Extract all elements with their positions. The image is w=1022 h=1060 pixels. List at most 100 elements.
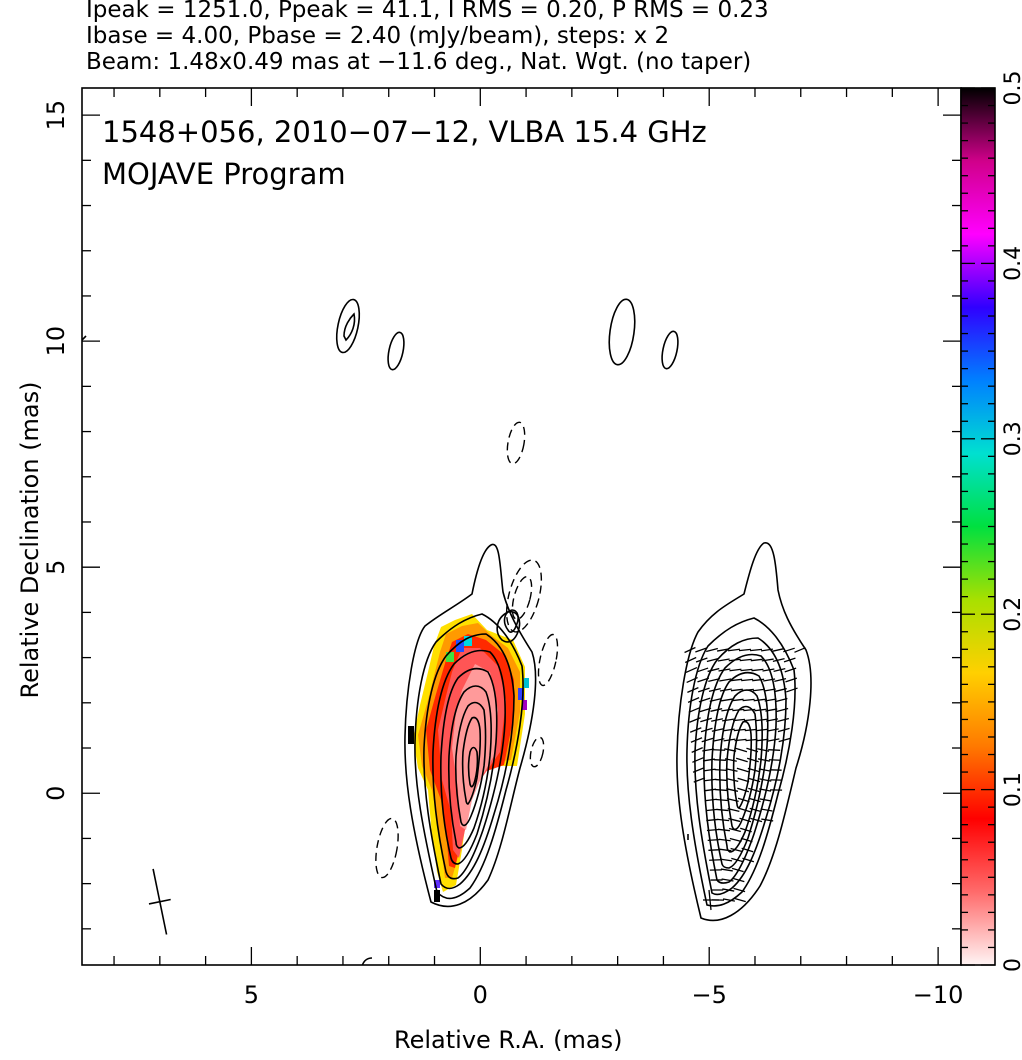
- evpa-vector: [763, 678, 776, 682]
- evpa-vector: [783, 657, 796, 663]
- evpa-vector: [756, 738, 769, 742]
- evpa-vector: [722, 718, 735, 722]
- contour-level-2: [414, 613, 524, 900]
- evpa-vector: [692, 767, 705, 773]
- evpa-vector: [744, 718, 757, 722]
- evpa-vector: [747, 767, 760, 773]
- evpa-vector: [685, 666, 698, 674]
- neg-contour-2b: [511, 575, 533, 621]
- contour-r-level-4: [703, 653, 777, 884]
- evpa-vector: [726, 798, 739, 802]
- evpa-vector: [742, 857, 755, 863]
- evpa-vector: [702, 758, 715, 762]
- evpa-vector: [730, 847, 743, 853]
- contour-level-1: [404, 543, 537, 908]
- evpa-vector: [727, 648, 741, 652]
- evpa-vector: [711, 728, 724, 732]
- y-tick-label: 15: [42, 100, 70, 131]
- evpa-vector: [766, 718, 779, 722]
- evpa-vector: [719, 848, 732, 852]
- evpa-vector: [761, 818, 774, 822]
- evpa-vector: [706, 657, 719, 663]
- evpa-vector: [715, 788, 728, 792]
- evpa-vector: [749, 807, 762, 813]
- evpa-vector: [731, 698, 744, 702]
- evpa-vector: [735, 757, 748, 763]
- evpa-vector: [705, 808, 718, 812]
- evpa-vector: [753, 698, 766, 702]
- evpa-vector: [773, 667, 786, 673]
- evpa-vector: [740, 668, 753, 672]
- evpa-vector: [754, 708, 767, 712]
- evpa-vector: [752, 688, 765, 692]
- axis-ticks: [82, 88, 961, 965]
- evpa-vector: [699, 707, 712, 713]
- evpa-vector: [755, 718, 768, 722]
- neg-contour-1: [506, 421, 526, 465]
- evpa-vector: [738, 807, 751, 813]
- evpa-vector: [739, 658, 752, 662]
- evpa-vector: [704, 798, 717, 802]
- neg-contour-5: [375, 817, 399, 879]
- evpa-vector: [722, 728, 735, 732]
- evpa-vector: [732, 877, 745, 883]
- evpa-vector: [733, 718, 746, 722]
- evpa-vector: [730, 678, 743, 682]
- evpa-vector: [689, 717, 701, 723]
- evpa-vector: [687, 697, 700, 703]
- neg-contour-3: [537, 633, 559, 687]
- evpa-vector: [774, 687, 787, 693]
- evpa-vector: [785, 677, 798, 683]
- evpa-vector: [785, 687, 798, 693]
- x-tick-label: 0: [473, 981, 488, 1009]
- evpa-vector: [740, 827, 752, 833]
- contour-level-4: [432, 649, 506, 880]
- evpa-vector: [690, 737, 703, 743]
- evpa-vector: [755, 728, 768, 732]
- evpa-vector: [726, 778, 739, 782]
- evpa-vector: [743, 708, 756, 712]
- contour-level-3: [423, 633, 515, 890]
- evpa-vector: [716, 648, 730, 652]
- x-tick-label: −5: [692, 981, 727, 1009]
- evpa-vector: [707, 667, 720, 673]
- evpa-vector: [794, 647, 806, 653]
- evpa-vector: [698, 697, 711, 703]
- evpa-vector: [729, 837, 742, 843]
- evpa-vector: [737, 797, 750, 803]
- total-intensity-contours-left: [82, 298, 679, 965]
- beam-ellipse: [148, 868, 171, 935]
- evpa-vector: [700, 717, 712, 723]
- evpa-vector: [774, 677, 787, 683]
- x-tick-label: −10: [913, 981, 964, 1009]
- evpa-vector: [759, 788, 772, 792]
- neg-contour-2a: [505, 559, 543, 633]
- evpa-vector: [717, 828, 730, 832]
- evpa-vector: [765, 708, 778, 712]
- x-axis-label: Relative R.A. (mas): [394, 1026, 623, 1054]
- y-tick-label: 0: [42, 786, 70, 801]
- evpa-vector: [720, 698, 733, 702]
- evpa-vector: [711, 718, 724, 722]
- colorbar-tick-label: 0.3: [1001, 421, 1022, 456]
- evpa-vectors: [684, 646, 806, 911]
- header-line-3: Beam: 1.48x0.49 mas at −11.6 deg., Nat. …: [86, 49, 752, 75]
- evpa-vector: [746, 747, 759, 753]
- evpa-vector: [728, 658, 741, 662]
- evpa-vector: [710, 708, 723, 712]
- evpa-vector: [697, 687, 710, 693]
- evpa-vector: [716, 808, 729, 812]
- evpa-vector: [734, 897, 746, 903]
- contour-r-level-7: [725, 705, 758, 831]
- evpa-vector: [726, 788, 739, 792]
- header-line-2: Ibase = 4.00, Pbase = 2.40 (mJy/beam), s…: [86, 23, 670, 49]
- contour-blob-upper-b: [503, 609, 519, 633]
- evpa-vector: [733, 728, 746, 732]
- evpa-vector: [766, 728, 779, 732]
- evpa-vector: [715, 778, 728, 782]
- colorbar-tick-label: 0.4: [1001, 246, 1022, 281]
- evpa-vector: [708, 677, 721, 683]
- evpa-vector: [768, 749, 781, 751]
- evpa-vector: [763, 688, 776, 692]
